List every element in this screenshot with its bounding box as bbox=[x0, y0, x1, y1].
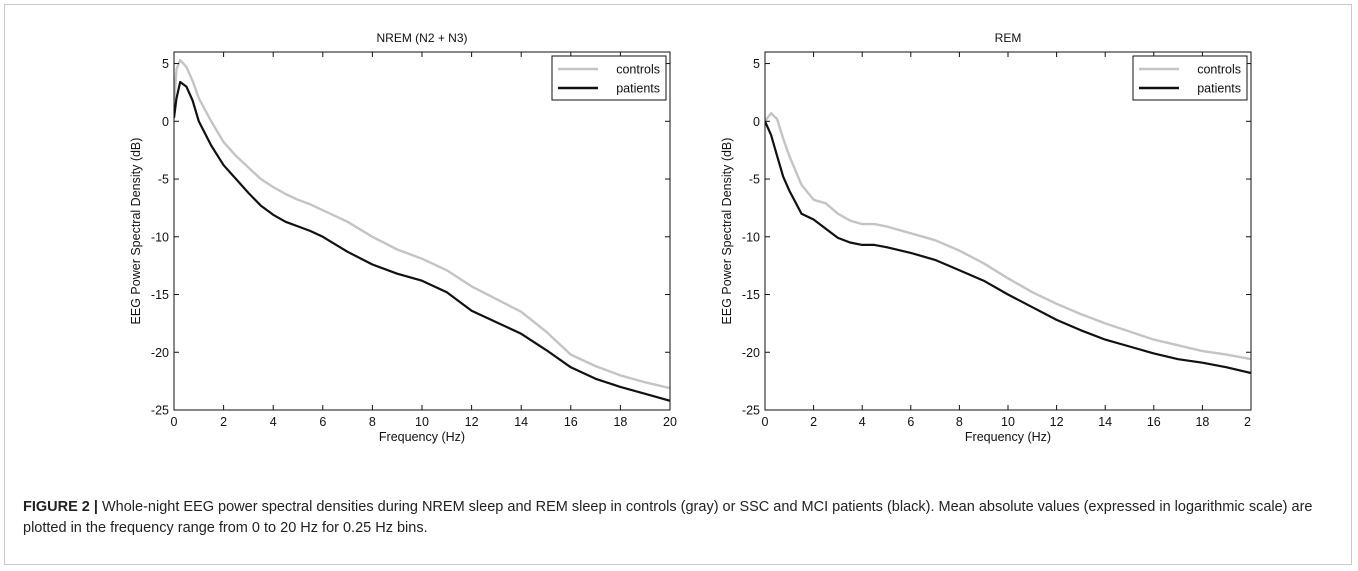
chart-1-ytick-label: -5 bbox=[158, 173, 169, 187]
chart-2-xtick-label: 6 bbox=[907, 415, 914, 429]
chart-2-xtick-label: 2 bbox=[1244, 415, 1251, 429]
chart-1-ylabel: EEG Power Spectral Density (dB) bbox=[129, 138, 143, 325]
chart-1-xtick-label: 18 bbox=[613, 415, 627, 429]
chart-1-xtick-label: 10 bbox=[415, 415, 429, 429]
chart-1-xtick-label: 20 bbox=[663, 415, 677, 429]
chart-1-legend: controls patients bbox=[551, 55, 667, 101]
chart-1-ytick-label: -25 bbox=[151, 404, 169, 418]
chart-1-xtick-label: 14 bbox=[514, 415, 528, 429]
chart-1-title: NREM (N2 + N3) bbox=[376, 31, 467, 45]
chart-2-xtick-label: 12 bbox=[1050, 415, 1064, 429]
chart-2-xtick-label: 8 bbox=[956, 415, 963, 429]
figure-caption: FIGURE 2 | Whole-night EEG power spectra… bbox=[23, 497, 1338, 539]
chart-1-xtick-label: 16 bbox=[564, 415, 578, 429]
chart-2-series-controls bbox=[765, 112, 1251, 361]
chart-2-xtick-label: 14 bbox=[1098, 415, 1112, 429]
chart-2-legend-box bbox=[1132, 55, 1248, 101]
chart-2-legend-label-controls: controls bbox=[1197, 63, 1241, 77]
chart-1-series-controls bbox=[174, 58, 670, 390]
chart-1-xtick-label: 6 bbox=[319, 415, 326, 429]
chart-1-xtick-label: 8 bbox=[369, 415, 376, 429]
chart-2-xtick-label: 10 bbox=[1001, 415, 1015, 429]
chart-1-xtick-label: 0 bbox=[171, 415, 178, 429]
chart-1-ytick-label: -20 bbox=[151, 346, 169, 360]
chart-1-legend-label-patients: patients bbox=[616, 82, 660, 96]
chart-2-xtick-label: 0 bbox=[762, 415, 769, 429]
chart-2-ytick-label: -5 bbox=[749, 173, 760, 187]
chart-1-xtick-label: 4 bbox=[270, 415, 277, 429]
chart-1-ytick-label: -15 bbox=[151, 288, 169, 302]
chart-2-series-patients bbox=[765, 120, 1251, 375]
chart-1: NREM (N2 + N3) 0 2 4 6 8 10 12 14 16 18 20 5 0 -5 -10 -1… bbox=[129, 31, 677, 444]
chart-2-axes-box bbox=[764, 51, 1252, 411]
caption-text: Whole-night EEG power spectral densities… bbox=[23, 499, 1313, 536]
chart-2-ytick-label: -20 bbox=[742, 346, 760, 360]
chart-2-ytick-label: -15 bbox=[742, 288, 760, 302]
caption-label: FIGURE 2 | bbox=[23, 499, 98, 515]
chart-2-ytick-label: 5 bbox=[753, 57, 760, 71]
chart-2-legend: controls patients bbox=[1132, 55, 1248, 101]
chart-1-xlabel: Frequency (Hz) bbox=[379, 430, 465, 444]
chart-1-legend-label-controls: controls bbox=[616, 63, 660, 77]
chart-2-ylabel: EEG Power Spectral Density (dB) bbox=[720, 138, 734, 325]
chart-2-title: REM bbox=[995, 31, 1022, 45]
chart-1-ytick-label: -10 bbox=[151, 230, 169, 244]
chart-2: REM 0 2 4 6 8 10 12 14 16 18 2 5 0 -5 -10 -15 -20 -25 Frequ… bbox=[720, 31, 1252, 444]
chart-2-xtick-label: 4 bbox=[859, 415, 866, 429]
chart-1-xtick-label: 12 bbox=[465, 415, 479, 429]
chart-1-ytick-label: 0 bbox=[162, 115, 169, 129]
chart-2-ytick-label: -10 bbox=[742, 230, 760, 244]
figure-plots: NREM (N2 + N3)0 2 4 6 8 10 12 14 16 18 2050-5-10-1… bbox=[129, 31, 1252, 444]
chart-2-xtick-label: 2 bbox=[810, 415, 817, 429]
chart-1-xtick-label: 2 bbox=[220, 415, 227, 429]
chart-1-series-patients bbox=[174, 80, 670, 402]
chart-1-ytick-label: 5 bbox=[162, 57, 169, 71]
chart-2-ytick-label: 0 bbox=[753, 115, 760, 129]
chart-2-xtick-label: 16 bbox=[1147, 415, 1161, 429]
figure-panel: NREM (N2 + N3) 0 2 4 6 8 10 12 14 16 18 20 5 0 -5 -10 -1… bbox=[4, 4, 1352, 565]
chart-1-legend-box bbox=[551, 55, 667, 101]
chart-2-legend-label-patients: patients bbox=[1197, 82, 1241, 96]
chart-2-ytick-label: -25 bbox=[742, 404, 760, 418]
chart-2-xtick-label: 18 bbox=[1195, 415, 1209, 429]
chart-1-axes-box bbox=[173, 51, 671, 411]
chart-2-xlabel: Frequency (Hz) bbox=[965, 430, 1051, 444]
